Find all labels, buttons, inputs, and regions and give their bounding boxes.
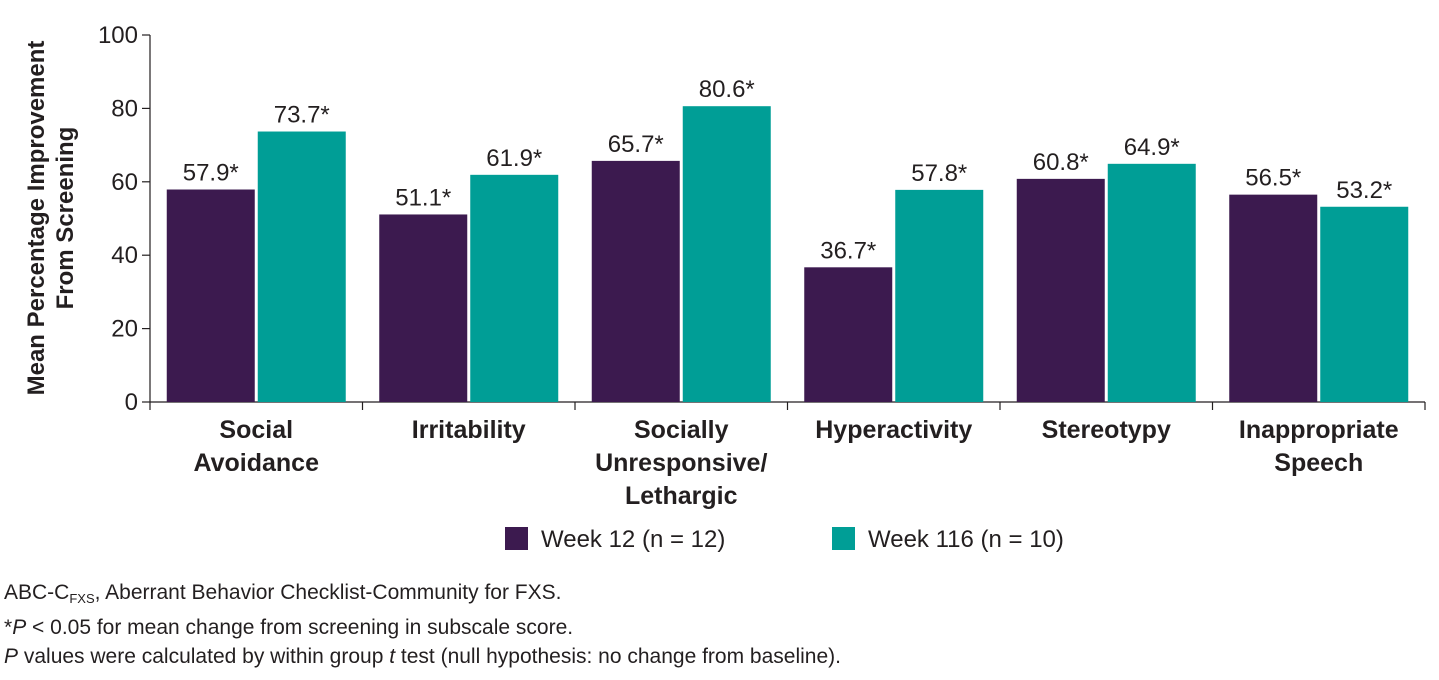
legend-label: Week 12 (n = 12) <box>541 526 725 553</box>
bar <box>1107 163 1196 402</box>
y-tick-label: 80 <box>111 95 138 122</box>
category-label: Stereotypy <box>1042 416 1171 444</box>
category-label: Social <box>219 416 293 444</box>
bar <box>257 131 346 402</box>
category-label: Unresponsive/ <box>595 449 767 477</box>
bar <box>682 106 771 402</box>
y-axis-title-line-2: From Screening <box>52 127 79 310</box>
y-tick-label: 20 <box>111 316 138 343</box>
bar-value-label: 65.7* <box>608 131 664 158</box>
category-label: Avoidance <box>193 449 319 477</box>
bar-value-label: 56.5* <box>1245 165 1301 192</box>
bar-value-label: 64.9* <box>1124 134 1180 161</box>
bar <box>470 174 559 402</box>
bar-value-label: 51.1* <box>395 184 451 211</box>
footnote-significance: *P < 0.05 for mean change from screening… <box>4 616 574 639</box>
category-label: Speech <box>1274 449 1363 477</box>
bar <box>379 214 468 402</box>
category-label: Irritability <box>412 416 526 444</box>
bar <box>804 267 893 402</box>
legend: Week 12 (n = 12) Week 116 (n = 10) <box>505 526 1064 553</box>
category-label: Socially <box>634 416 729 444</box>
footnote-abbreviation: ABC-CFXS, Aberrant Behavior Checklist-Co… <box>4 581 562 606</box>
category-label: Inappropriate <box>1239 416 1399 444</box>
footnotes: ABC-CFXS, Aberrant Behavior Checklist-Co… <box>4 578 841 671</box>
y-axis-title-line-1: Mean Percentage Improvement <box>23 41 50 396</box>
bars <box>166 106 1409 402</box>
category-labels: Social Avoidance Irritability Socially Unres… <box>193 416 1398 510</box>
y-tick-label: 0 <box>125 389 138 416</box>
footnote-method: P values were calculated by within group… <box>4 645 841 668</box>
y-tick-label: 40 <box>111 242 138 269</box>
bar-value-label: 36.7* <box>820 237 876 264</box>
legend-label: Week 116 (n = 10) <box>868 526 1064 553</box>
y-tick-label: 100 <box>98 22 138 49</box>
legend-swatch <box>505 527 528 550</box>
data-labels: 57.9* 73.7* 51.1* 61.9* 65.7* 80.6* 36.7* 57.8*… <box>183 76 1393 264</box>
bar-value-label: 60.8* <box>1033 149 1089 176</box>
y-axis-label: Mean Percentage Improvement From Screenin… <box>23 41 79 396</box>
y-tick-label: 60 <box>111 169 138 196</box>
bar-value-label: 80.6* <box>699 76 755 103</box>
bar <box>1229 194 1318 402</box>
bar-chart: Mean Percentage Improvement From Screenin… <box>23 22 1426 553</box>
axes: 0 20 40 60 80 100 <box>98 22 1426 416</box>
legend-swatch <box>832 527 855 550</box>
bar-value-label: 73.7* <box>274 102 330 129</box>
bar <box>166 189 255 402</box>
bar <box>895 189 984 402</box>
bar-value-label: 57.9* <box>183 160 239 187</box>
category-label: Lethargic <box>625 482 738 510</box>
category-label: Hyperactivity <box>815 416 972 444</box>
bar-value-label: 53.2* <box>1336 177 1392 204</box>
bar <box>591 160 680 402</box>
bar-value-label: 57.8* <box>911 160 967 187</box>
bar <box>1320 206 1409 402</box>
bar <box>1016 178 1105 402</box>
bar-value-label: 61.9* <box>486 145 542 172</box>
